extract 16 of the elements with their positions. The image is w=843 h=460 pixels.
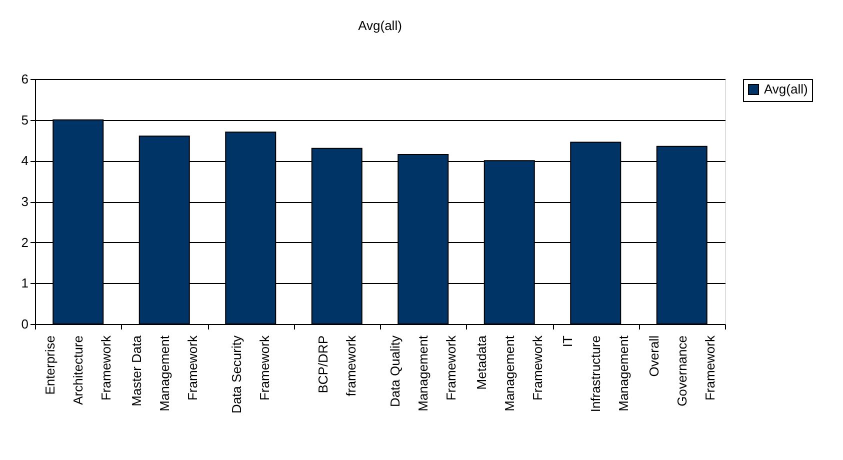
x-tick-label: Metadata Management Framework	[474, 334, 545, 412]
x-tick-label: Enterprise Architecture Framework	[42, 335, 114, 405]
y-tick-label: 6	[21, 72, 28, 86]
x-tick-label: BCP/DRP framework	[315, 335, 358, 396]
y-tick-label: 1	[21, 276, 28, 291]
y-tick-label: 0	[21, 316, 28, 332]
legend-label: Avg(all)	[764, 82, 808, 96]
x-tick-label: IT Infrastructure Management	[560, 335, 632, 412]
x-tick-label: Master Data Management Framework	[128, 334, 200, 412]
y-tick-label: 3	[21, 194, 28, 209]
y-tick-label: 4	[21, 153, 28, 168]
y-tick-label: 5	[21, 112, 28, 128]
y-tick-label: 2	[21, 234, 28, 250]
x-tick-label: Overall Governance Framework	[646, 335, 718, 406]
chart-title: Avg(all)	[358, 18, 402, 33]
x-tick-label: Data Security Framework	[229, 335, 272, 414]
